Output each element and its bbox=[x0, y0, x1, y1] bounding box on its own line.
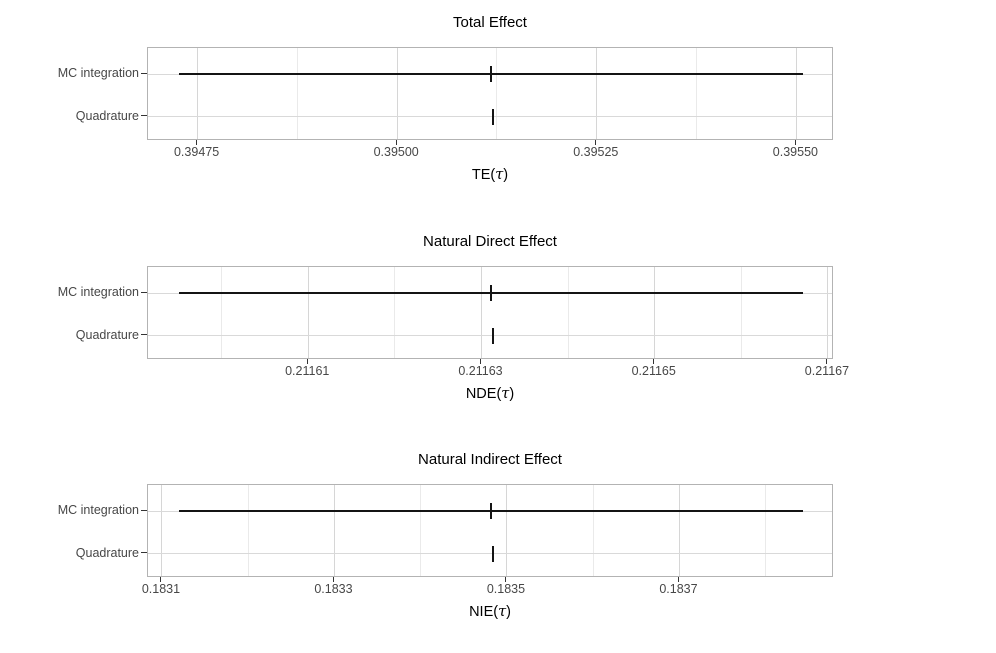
grid-line-minor bbox=[221, 267, 223, 358]
grid-line-major bbox=[197, 48, 199, 139]
category-label-mc-integration: MC integration bbox=[57, 503, 139, 518]
grid-line-minor bbox=[420, 485, 422, 576]
grid-line-major bbox=[161, 485, 163, 576]
x-axis-title-text: ) bbox=[503, 167, 509, 183]
panel-natural-direct-effect bbox=[147, 266, 833, 359]
x-tick-label: 0.1837 bbox=[659, 582, 698, 596]
panel-natural-indirect-effect bbox=[147, 484, 833, 577]
grid-line-minor bbox=[740, 267, 742, 358]
x-tick-mark bbox=[826, 359, 828, 364]
tau-symbol: τ bbox=[498, 604, 507, 620]
x-tick-label: 0.1835 bbox=[486, 582, 526, 596]
y-tick-mark bbox=[141, 334, 147, 336]
y-tick-mark bbox=[141, 72, 147, 74]
point-estimate-marker bbox=[490, 66, 492, 83]
x-tick-label: 0.21161 bbox=[285, 364, 330, 378]
grid-line-minor bbox=[247, 485, 249, 576]
category-gridline bbox=[148, 116, 832, 118]
x-tick-label: 0.21167 bbox=[804, 364, 850, 378]
grid-line-major bbox=[596, 48, 598, 139]
y-tick-mark bbox=[141, 509, 147, 511]
y-tick-mark bbox=[141, 552, 147, 554]
category-gridline bbox=[148, 335, 832, 337]
point-estimate-marker bbox=[491, 545, 494, 562]
grid-line-minor bbox=[765, 485, 767, 576]
plot-total-effect: Total Effect TE(τ) 0.39475 0.39500 0.39525… bbox=[0, 0, 996, 218]
category-label-mc-integration: MC integration bbox=[57, 285, 139, 300]
y-tick-mark bbox=[141, 115, 147, 117]
x-axis-title-text: NIE( bbox=[469, 604, 499, 620]
y-tick-mark bbox=[141, 291, 147, 293]
grid-line-minor bbox=[296, 48, 298, 139]
x-tick-label: 0.39550 bbox=[772, 145, 818, 159]
x-tick-label: 0.21163 bbox=[458, 364, 503, 378]
x-tick-label: 0.39525 bbox=[573, 145, 619, 159]
grid-line-major bbox=[795, 48, 797, 139]
grid-line-major bbox=[654, 267, 656, 358]
grid-line-minor bbox=[496, 48, 498, 139]
grid-line-minor bbox=[394, 267, 396, 358]
point-estimate-marker bbox=[491, 108, 494, 125]
x-axis-title-text: ) bbox=[506, 604, 511, 620]
point-estimate-marker bbox=[490, 503, 492, 520]
x-axis-title-nie: NIE(τ) bbox=[147, 603, 833, 622]
panel-total-effect bbox=[147, 47, 833, 140]
x-tick-label: 0.21165 bbox=[631, 364, 676, 378]
grid-line-major bbox=[333, 485, 335, 576]
x-tick-label: 0.1833 bbox=[314, 582, 353, 596]
plot-title-natural-direct-effect: Natural Direct Effect bbox=[423, 233, 557, 250]
plot-natural-indirect-effect: Natural Indirect Effect NIE(τ) 0.1831 0.1… bbox=[0, 437, 996, 653]
plot-title-total-effect: Total Effect bbox=[453, 14, 527, 31]
x-axis-title-nde: NDE(τ) bbox=[147, 385, 833, 404]
x-axis-title-text: TE( bbox=[471, 167, 496, 183]
category-label-mc-integration: MC integration bbox=[57, 66, 139, 81]
plot-title-natural-indirect-effect: Natural Indirect Effect bbox=[418, 451, 562, 468]
x-tick-label: 0.39500 bbox=[373, 145, 419, 159]
grid-line-major bbox=[678, 485, 680, 576]
category-gridline bbox=[148, 553, 832, 555]
x-tick-mark bbox=[395, 140, 397, 145]
tau-symbol: τ bbox=[495, 167, 504, 183]
x-tick-label: 0.1831 bbox=[141, 582, 181, 596]
x-tick-label: 0.39475 bbox=[173, 145, 220, 159]
grid-line-major bbox=[506, 485, 508, 576]
grid-line-minor bbox=[592, 485, 594, 576]
grid-line-major bbox=[827, 267, 829, 358]
category-label-quadrature: Quadrature bbox=[75, 108, 139, 123]
tau-symbol: τ bbox=[501, 386, 510, 402]
plot-natural-direct-effect: Natural Direct Effect NDE(τ) 0.21161 0.21… bbox=[0, 219, 996, 437]
x-tick-mark bbox=[306, 359, 308, 364]
grid-line-minor bbox=[696, 48, 698, 139]
grid-line-minor bbox=[567, 267, 569, 358]
x-tick-mark bbox=[677, 577, 679, 582]
x-axis-title-text: NDE( bbox=[465, 386, 502, 402]
grid-line-major bbox=[307, 267, 309, 358]
x-tick-mark bbox=[196, 140, 198, 145]
x-tick-mark bbox=[332, 577, 334, 582]
x-tick-mark bbox=[160, 577, 162, 582]
category-label-quadrature: Quadrature bbox=[75, 545, 139, 560]
x-axis-title-te: TE(τ) bbox=[147, 166, 833, 185]
x-tick-mark bbox=[479, 359, 481, 364]
x-tick-mark bbox=[505, 577, 507, 582]
x-tick-mark bbox=[595, 140, 597, 145]
category-label-quadrature: Quadrature bbox=[75, 327, 139, 342]
x-axis-title-text: ) bbox=[509, 386, 515, 402]
point-estimate-marker bbox=[491, 327, 494, 344]
grid-line-major bbox=[480, 267, 482, 358]
point-estimate-marker bbox=[490, 285, 492, 302]
grid-line-major bbox=[396, 48, 398, 139]
x-tick-mark bbox=[653, 359, 655, 364]
x-tick-mark bbox=[794, 140, 796, 145]
